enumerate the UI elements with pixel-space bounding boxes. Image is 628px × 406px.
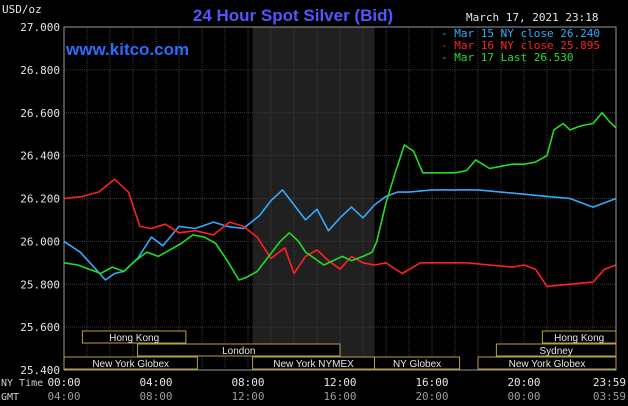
x-tick-label-ny: 08:00 [231, 376, 264, 389]
session-bar: Hong Kong [81, 330, 187, 344]
grid [64, 27, 616, 370]
plot-frame [63, 26, 617, 371]
session-bar-outline [477, 356, 617, 370]
session-bar: New York NYMEX [252, 356, 376, 370]
session-bar: London [137, 343, 341, 357]
x-tick-label-gmt: 20:00 [415, 390, 448, 403]
y-tick-label: 26.200 [20, 193, 60, 206]
legend-entry-3: - Mar 17 Last 26.530 [441, 51, 573, 64]
series-line-2 [63, 178, 617, 288]
session-bar-outline [81, 330, 187, 344]
session-bar: New York Globex [63, 356, 198, 370]
x-tick-label-ny: 04:00 [139, 376, 172, 389]
y-tick-label: 25.600 [20, 321, 60, 334]
x-tick-label-ny: 23:59 [593, 376, 626, 389]
y-tick-label: 25.800 [20, 278, 60, 291]
session-bar: Hong Kong [541, 330, 617, 344]
plot-border [63, 26, 617, 371]
axis-labels: 27.000 26.800 26.600 26.400 26.200 26.000 25.8… [1, 21, 626, 403]
x-tick-label-gmt: 03:59 [593, 390, 626, 403]
series-line-3 [63, 111, 617, 281]
x-tick-label-ny: 00:00 [47, 376, 80, 389]
session-bar-label: Sydney [540, 346, 573, 357]
legend-entry-1: - Mar 15 NY close 26.240 [441, 27, 600, 40]
y-tick-label: 26.000 [20, 235, 60, 248]
x-tick-label-gmt: 00:00 [507, 390, 540, 403]
session-bar: New York Globex [477, 356, 617, 370]
session-bar-outline [63, 356, 198, 370]
session-bar-label: New York NYMEX [273, 359, 354, 370]
y-tick-label: 26.800 [20, 64, 60, 77]
x-axis-row-label: NY Time [1, 378, 43, 389]
session-bar-outline [374, 356, 461, 370]
x-tick-label-ny: 16:00 [415, 376, 448, 389]
session-bar-outline [137, 343, 341, 357]
session-bar-outline [495, 343, 617, 357]
y-axis-label: USD/oz [2, 3, 42, 16]
series-lines [63, 111, 617, 288]
session-bar-label: NY Globex [393, 359, 441, 370]
session-bar-label: London [222, 346, 255, 357]
session-bar: NY Globex [374, 356, 461, 370]
session-bar-label: New York Globex [92, 359, 169, 370]
x-axis-row-label: GMT [1, 392, 19, 403]
session-bar-label: Hong Kong [554, 333, 604, 344]
session-bar-outline [541, 330, 617, 344]
timestamp: March 17, 2021 23:18 [466, 11, 598, 24]
x-tick-label-ny: 20:00 [507, 376, 540, 389]
session-bar-label: Hong Kong [109, 333, 159, 344]
session-bar: Sydney [495, 343, 617, 357]
x-tick-label-gmt: 12:00 [231, 390, 264, 403]
y-tick-label: 26.400 [20, 150, 60, 163]
x-tick-label-gmt: 16:00 [323, 390, 356, 403]
chart-title: 24 Hour Spot Silver (Bid) [193, 6, 393, 25]
y-tick-label: 27.000 [20, 21, 60, 34]
y-tick-label: 26.600 [20, 107, 60, 120]
y-tick-label: 25.400 [20, 364, 60, 377]
legend: - Mar 15 NY close 26.240- Mar 16 NY clos… [441, 27, 600, 64]
x-tick-label-gmt: 04:00 [47, 390, 80, 403]
chart-subtitle: www.kitco.com [65, 40, 189, 59]
x-tick-label-gmt: 08:00 [139, 390, 172, 403]
legend-entry-2: - Mar 16 NY close 25.895 [441, 39, 600, 52]
session-bar-label: New York Globex [509, 359, 586, 370]
market-sessions: Hong Kong London New York Globex New York N… [63, 330, 617, 370]
x-tick-label-ny: 12:00 [323, 376, 356, 389]
